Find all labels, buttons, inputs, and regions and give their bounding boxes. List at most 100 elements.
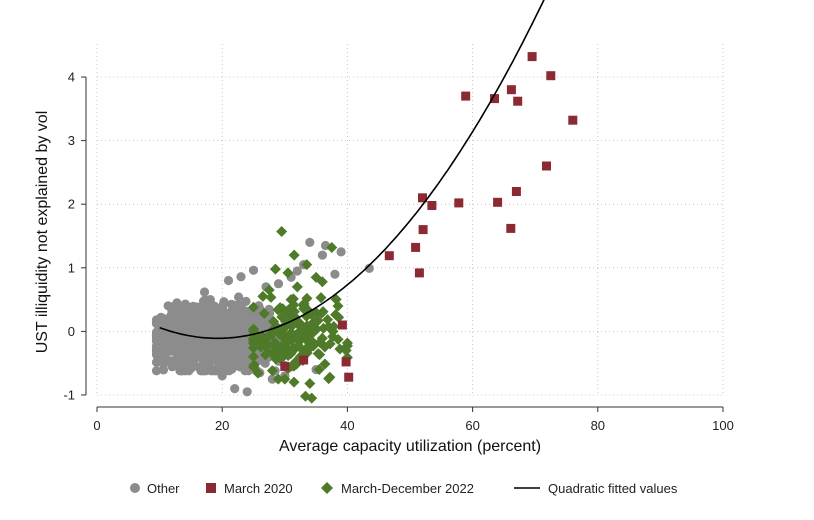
data-point-other xyxy=(248,265,259,275)
data-point-other xyxy=(208,311,218,321)
data-point-march-december-2022 xyxy=(324,338,336,350)
data-point-march-2020 xyxy=(513,96,523,106)
data-point-other xyxy=(221,313,231,324)
data-point-march-december-2022 xyxy=(319,358,331,370)
data-point-march-december-2022 xyxy=(316,276,328,288)
data-point-other xyxy=(213,364,223,374)
data-point-other xyxy=(217,371,227,381)
data-point-march-december-2022 xyxy=(248,359,260,371)
x-tick-label: 60 xyxy=(465,418,479,433)
data-point-march-december-2022 xyxy=(317,306,329,318)
data-point-other xyxy=(223,275,234,286)
data-point-march-december-2022 xyxy=(315,292,327,304)
data-point-other xyxy=(230,341,240,351)
data-point-march-2020 xyxy=(299,355,309,365)
data-point-march-december-2022 xyxy=(291,332,303,344)
series-march-december-2022 xyxy=(248,226,353,404)
data-point-other xyxy=(199,287,210,297)
y-tick-label: 1 xyxy=(68,260,75,275)
data-point-march-2020 xyxy=(506,85,516,95)
data-point-other xyxy=(180,299,190,309)
data-point-march-december-2022 xyxy=(261,332,273,344)
x-tick-label: 100 xyxy=(712,418,734,433)
x-axis-title: Average capacity utilization (percent) xyxy=(279,438,541,455)
data-point-march-december-2022 xyxy=(332,300,344,312)
data-point-march-december-2022 xyxy=(332,333,344,345)
data-point-march-2020 xyxy=(341,357,351,367)
data-point-march-2020 xyxy=(568,115,578,125)
data-point-other xyxy=(216,320,226,330)
data-point-other xyxy=(151,349,162,359)
data-point-march-december-2022 xyxy=(313,364,325,376)
data-point-march-december-2022 xyxy=(288,343,300,355)
data-point-other xyxy=(241,296,251,306)
data-point-other xyxy=(155,357,165,367)
y-axis-title: UST illiquidity not explained by vol xyxy=(34,111,51,354)
data-point-march-december-2022 xyxy=(248,342,259,354)
data-point-other xyxy=(151,366,162,376)
data-point-march-2020 xyxy=(418,225,428,235)
data-point-march-december-2022 xyxy=(291,281,303,293)
series-quadratic-fit xyxy=(159,0,545,340)
axes xyxy=(81,76,724,412)
x-tick-label: 40 xyxy=(340,418,354,433)
y-tick-label: 3 xyxy=(68,133,75,148)
x-tick-label: 80 xyxy=(591,418,605,433)
y-tick-label: -1 xyxy=(63,388,75,403)
data-point-march-december-2022 xyxy=(257,290,269,302)
data-point-other xyxy=(234,292,244,302)
data-point-other xyxy=(164,316,174,326)
data-point-other xyxy=(179,309,189,319)
data-point-march-2020 xyxy=(490,94,499,104)
data-point-march-2020 xyxy=(414,268,424,278)
data-point-other xyxy=(336,247,346,257)
data-point-other xyxy=(330,269,340,279)
data-point-march-december-2022 xyxy=(288,249,300,261)
data-point-other xyxy=(167,332,177,343)
data-point-other xyxy=(187,362,197,372)
data-point-march-december-2022 xyxy=(274,302,286,314)
data-point-march-2020 xyxy=(454,198,464,208)
data-point-march-december-2022 xyxy=(260,340,272,352)
data-point-other xyxy=(158,350,168,360)
data-point-march-2020 xyxy=(511,187,521,196)
data-point-march-december-2022 xyxy=(322,314,334,326)
legend-marker-march-2020 xyxy=(206,483,216,493)
data-point-other xyxy=(242,387,252,397)
x-tick-label: 20 xyxy=(215,418,229,433)
data-point-march-december-2022 xyxy=(301,259,313,271)
data-point-other xyxy=(198,296,209,306)
data-point-other xyxy=(172,298,182,308)
data-point-march-2020 xyxy=(280,361,290,371)
data-point-march-2020 xyxy=(546,71,556,81)
data-point-other xyxy=(182,343,192,353)
grid-lines xyxy=(96,44,724,396)
data-point-other xyxy=(176,353,186,363)
data-point-march-december-2022 xyxy=(305,341,317,353)
data-point-march-december-2022 xyxy=(268,315,280,327)
data-point-other xyxy=(267,374,277,384)
data-point-march-december-2022 xyxy=(316,332,328,344)
data-point-march-december-2022 xyxy=(306,392,318,404)
data-point-march-december-2022 xyxy=(258,307,270,319)
data-point-march-december-2022 xyxy=(324,371,336,383)
legend-marker-other xyxy=(130,483,140,493)
data-point-march-december-2022 xyxy=(279,373,291,385)
data-point-march-december-2022 xyxy=(283,311,295,323)
data-point-march-december-2022 xyxy=(266,365,278,377)
data-point-march-december-2022 xyxy=(281,333,293,345)
data-point-march-2020 xyxy=(493,197,503,207)
data-point-other xyxy=(231,326,241,336)
data-point-other xyxy=(205,327,215,338)
series-march-2020 xyxy=(280,52,578,382)
quadratic-fit-line xyxy=(159,0,545,340)
y-tick-label: 4 xyxy=(68,70,75,85)
data-point-march-december-2022 xyxy=(276,226,288,238)
data-point-march-december-2022 xyxy=(269,263,281,275)
data-point-march-december-2022 xyxy=(312,348,324,360)
data-point-march-december-2022 xyxy=(272,373,284,385)
data-point-march-december-2022 xyxy=(301,320,313,332)
data-point-march-2020 xyxy=(411,242,421,252)
data-point-march-2020 xyxy=(461,91,471,101)
